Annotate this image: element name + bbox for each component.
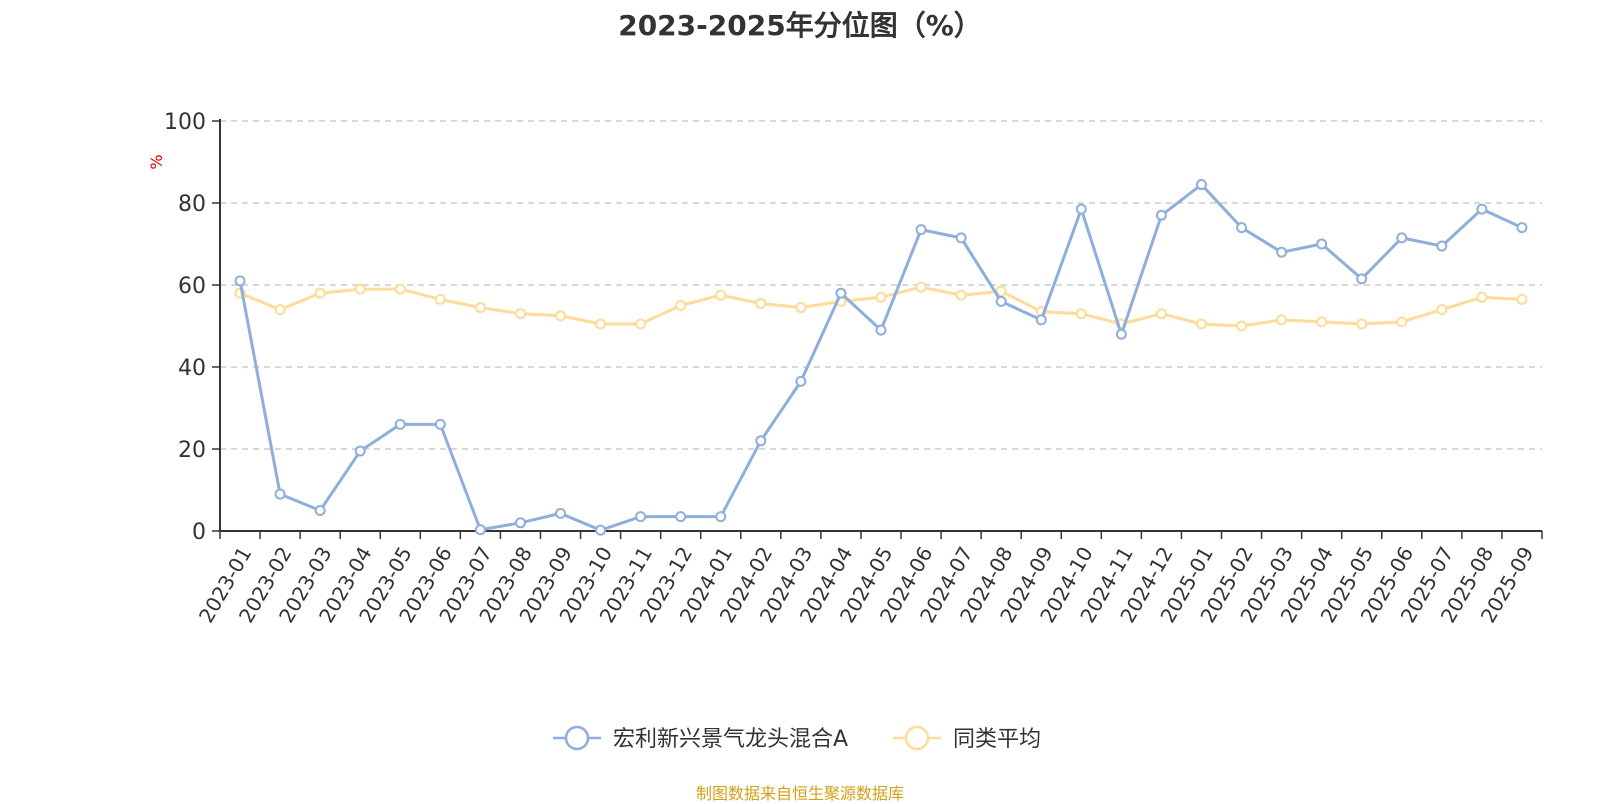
data-point bbox=[1356, 273, 1368, 285]
data-point bbox=[755, 435, 767, 447]
y-tick-label: 80 bbox=[178, 192, 206, 217]
data-point bbox=[1356, 318, 1368, 330]
line-chart: 020406080100%2023-012023-022023-032023-0… bbox=[147, 110, 1543, 752]
data-point bbox=[1396, 232, 1408, 244]
data-point bbox=[314, 287, 326, 299]
data-point bbox=[1075, 308, 1087, 320]
legend-label: 同类平均 bbox=[953, 727, 1041, 752]
data-point bbox=[595, 318, 607, 330]
legend-item: 同类平均 bbox=[893, 725, 1041, 752]
data-point bbox=[1276, 314, 1288, 326]
data-point bbox=[635, 511, 647, 523]
data-point bbox=[234, 275, 246, 287]
y-axis-unit-label: % bbox=[147, 154, 166, 169]
data-point bbox=[915, 224, 927, 236]
series-line bbox=[238, 183, 1523, 532]
data-point bbox=[875, 291, 887, 303]
data-point bbox=[1115, 328, 1127, 340]
data-point bbox=[1075, 203, 1087, 215]
y-tick-label: 100 bbox=[164, 110, 206, 135]
data-point bbox=[1396, 316, 1408, 328]
data-point bbox=[635, 318, 647, 330]
y-tick-label: 20 bbox=[178, 438, 206, 463]
data-point bbox=[1436, 304, 1448, 316]
data-point bbox=[795, 375, 807, 387]
data-point bbox=[1516, 293, 1528, 305]
data-point bbox=[1316, 238, 1328, 250]
data-point bbox=[715, 289, 727, 301]
data-point bbox=[755, 297, 767, 309]
data-point bbox=[955, 232, 967, 244]
data-point bbox=[474, 524, 486, 536]
data-point bbox=[1035, 314, 1047, 326]
data-point bbox=[354, 283, 366, 295]
data-point bbox=[995, 285, 1007, 297]
data-point bbox=[995, 295, 1007, 307]
data-point bbox=[595, 524, 607, 536]
data-point bbox=[354, 445, 366, 457]
data-point bbox=[1476, 291, 1488, 303]
data-point bbox=[514, 308, 526, 320]
y-tick-label: 40 bbox=[178, 356, 206, 381]
data-point bbox=[1276, 246, 1288, 258]
data-point bbox=[394, 418, 406, 430]
data-point bbox=[1155, 308, 1167, 320]
data-point bbox=[715, 511, 727, 523]
data-point bbox=[514, 517, 526, 529]
data-point bbox=[1195, 318, 1207, 330]
legend-label: 宏利新兴景气龙头混合A bbox=[613, 727, 848, 752]
data-point bbox=[835, 287, 847, 299]
source-footer: 制图数据来自恒生聚源数据库 bbox=[695, 784, 904, 803]
data-point bbox=[1195, 179, 1207, 191]
data-point bbox=[915, 281, 927, 293]
data-point bbox=[1476, 203, 1488, 215]
chart-title: 2023-2025年分位图（%） bbox=[618, 9, 982, 42]
data-point bbox=[394, 283, 406, 295]
data-point bbox=[434, 418, 446, 430]
y-tick-label: 0 bbox=[192, 520, 206, 545]
data-point bbox=[1436, 240, 1448, 252]
y-tick-label: 60 bbox=[178, 274, 206, 299]
data-point bbox=[675, 511, 687, 523]
data-point bbox=[875, 324, 887, 336]
legend-marker bbox=[904, 725, 930, 751]
data-point bbox=[1236, 320, 1248, 332]
data-point bbox=[555, 507, 567, 519]
data-point bbox=[1236, 222, 1248, 234]
data-point bbox=[1516, 222, 1528, 234]
data-point bbox=[795, 302, 807, 314]
data-point bbox=[314, 505, 326, 516]
data-point bbox=[1155, 209, 1167, 221]
legend-marker bbox=[564, 725, 590, 751]
data-point bbox=[675, 300, 687, 311]
data-point bbox=[955, 289, 967, 301]
data-point bbox=[274, 488, 286, 500]
data-point bbox=[434, 293, 446, 305]
data-point bbox=[274, 304, 286, 316]
data-point bbox=[555, 310, 567, 322]
data-point bbox=[474, 302, 486, 314]
legend-item: 宏利新兴景气龙头混合A bbox=[553, 725, 848, 752]
data-point bbox=[1316, 316, 1328, 328]
